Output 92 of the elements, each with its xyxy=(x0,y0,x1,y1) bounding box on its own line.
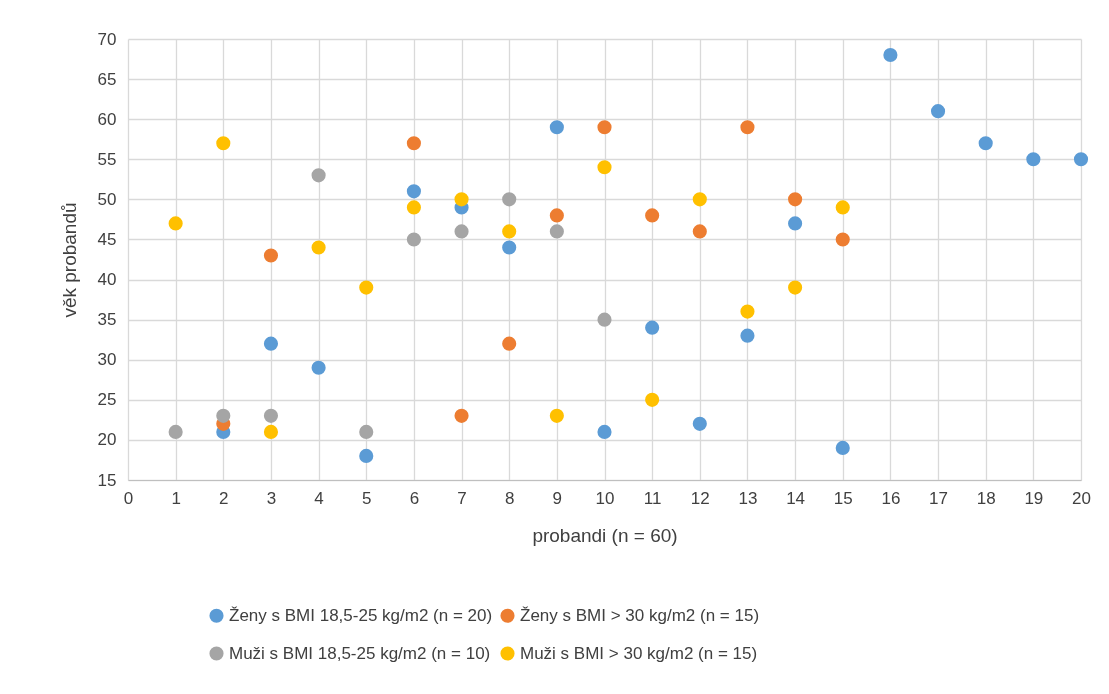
point xyxy=(1026,152,1041,167)
point xyxy=(359,448,374,463)
point xyxy=(168,424,183,439)
y-tick-label: 20 xyxy=(97,430,117,450)
point xyxy=(406,232,421,247)
x-tick-label: 2 xyxy=(219,488,229,508)
x-tick-label: 0 xyxy=(123,488,134,508)
x-tick-label: 10 xyxy=(595,488,615,508)
point xyxy=(216,136,231,151)
point xyxy=(1073,152,1089,167)
point xyxy=(311,168,326,183)
point xyxy=(549,408,564,423)
point xyxy=(788,192,803,207)
x-tick-label: 9 xyxy=(552,488,563,508)
point xyxy=(645,208,660,223)
point xyxy=(692,224,707,239)
x-tick-label: 14 xyxy=(786,488,806,508)
point xyxy=(645,320,660,335)
point xyxy=(835,232,850,247)
point xyxy=(978,136,993,151)
x-tick-label: 5 xyxy=(362,488,372,508)
x-tick-label: 12 xyxy=(690,488,710,508)
point xyxy=(692,192,707,207)
point xyxy=(263,424,279,439)
point xyxy=(406,136,421,151)
legend-label: Ženy s BMI > 30 kg/m2 (n = 15) xyxy=(520,605,760,625)
x-tick-label: 7 xyxy=(457,488,467,508)
x-tick-label: 19 xyxy=(1024,488,1044,508)
point xyxy=(216,408,231,423)
point xyxy=(835,440,850,455)
y-tick-label: 25 xyxy=(97,390,117,410)
y-tick-label: 15 xyxy=(97,470,117,490)
point xyxy=(311,240,326,255)
point xyxy=(549,224,564,239)
point xyxy=(263,248,279,263)
point xyxy=(930,104,946,119)
point xyxy=(645,392,660,407)
point xyxy=(788,280,803,295)
x-tick-label: 4 xyxy=(314,488,324,508)
legend-label: Ženy s BMI 18,5-25 kg/m2 (n = 20) xyxy=(229,605,493,625)
y-tick-label: 70 xyxy=(97,29,117,49)
x-axis-title: probandi (n = 60) xyxy=(532,524,678,546)
x-tick-label: 20 xyxy=(1072,488,1091,508)
point xyxy=(788,216,803,231)
x-tick-label: 8 xyxy=(504,488,515,508)
point xyxy=(406,200,421,215)
point xyxy=(263,408,279,423)
y-axis-title: věk probandů xyxy=(58,202,80,318)
x-tick-label: 13 xyxy=(738,488,758,508)
point xyxy=(597,312,612,327)
point xyxy=(359,424,374,439)
point xyxy=(311,360,326,375)
x-tick-label: 18 xyxy=(976,488,996,508)
point xyxy=(168,216,183,231)
y-tick-label: 30 xyxy=(97,350,117,370)
point xyxy=(359,280,374,295)
point xyxy=(740,328,755,343)
point xyxy=(597,160,612,175)
x-tick-label: 11 xyxy=(643,488,662,508)
point xyxy=(597,424,612,439)
point xyxy=(597,120,612,135)
y-tick-label: 60 xyxy=(97,109,117,129)
x-tick-label: 15 xyxy=(833,488,853,508)
y-tick-label: 65 xyxy=(97,69,117,89)
y-tick-label: 35 xyxy=(97,310,117,330)
point xyxy=(502,192,517,207)
y-tick-label: 40 xyxy=(97,270,117,290)
point xyxy=(502,336,517,351)
point xyxy=(454,408,469,423)
y-tick-label: 45 xyxy=(97,229,117,249)
x-tick-label: 1 xyxy=(171,488,181,508)
point xyxy=(549,120,564,135)
point xyxy=(502,224,517,239)
point xyxy=(835,200,850,215)
point xyxy=(883,47,898,63)
y-tick-label: 55 xyxy=(97,149,117,169)
legend-label: Muži s BMI > 30 kg/m2 (n = 15) xyxy=(520,643,758,663)
legend-label: Muži s BMI 18,5-25 kg/m2 (n = 10) xyxy=(229,643,491,663)
point xyxy=(549,208,564,223)
point xyxy=(454,224,469,239)
x-tick-label: 6 xyxy=(409,488,420,508)
x-tick-label: 3 xyxy=(266,488,277,508)
point xyxy=(406,184,421,199)
point xyxy=(692,416,707,431)
point xyxy=(454,192,469,207)
point xyxy=(502,240,517,255)
x-tick-label: 17 xyxy=(929,488,949,508)
point xyxy=(740,304,755,319)
point xyxy=(263,336,279,351)
y-tick-label: 50 xyxy=(97,189,117,209)
x-tick-label: 16 xyxy=(881,488,901,508)
point xyxy=(740,120,755,135)
